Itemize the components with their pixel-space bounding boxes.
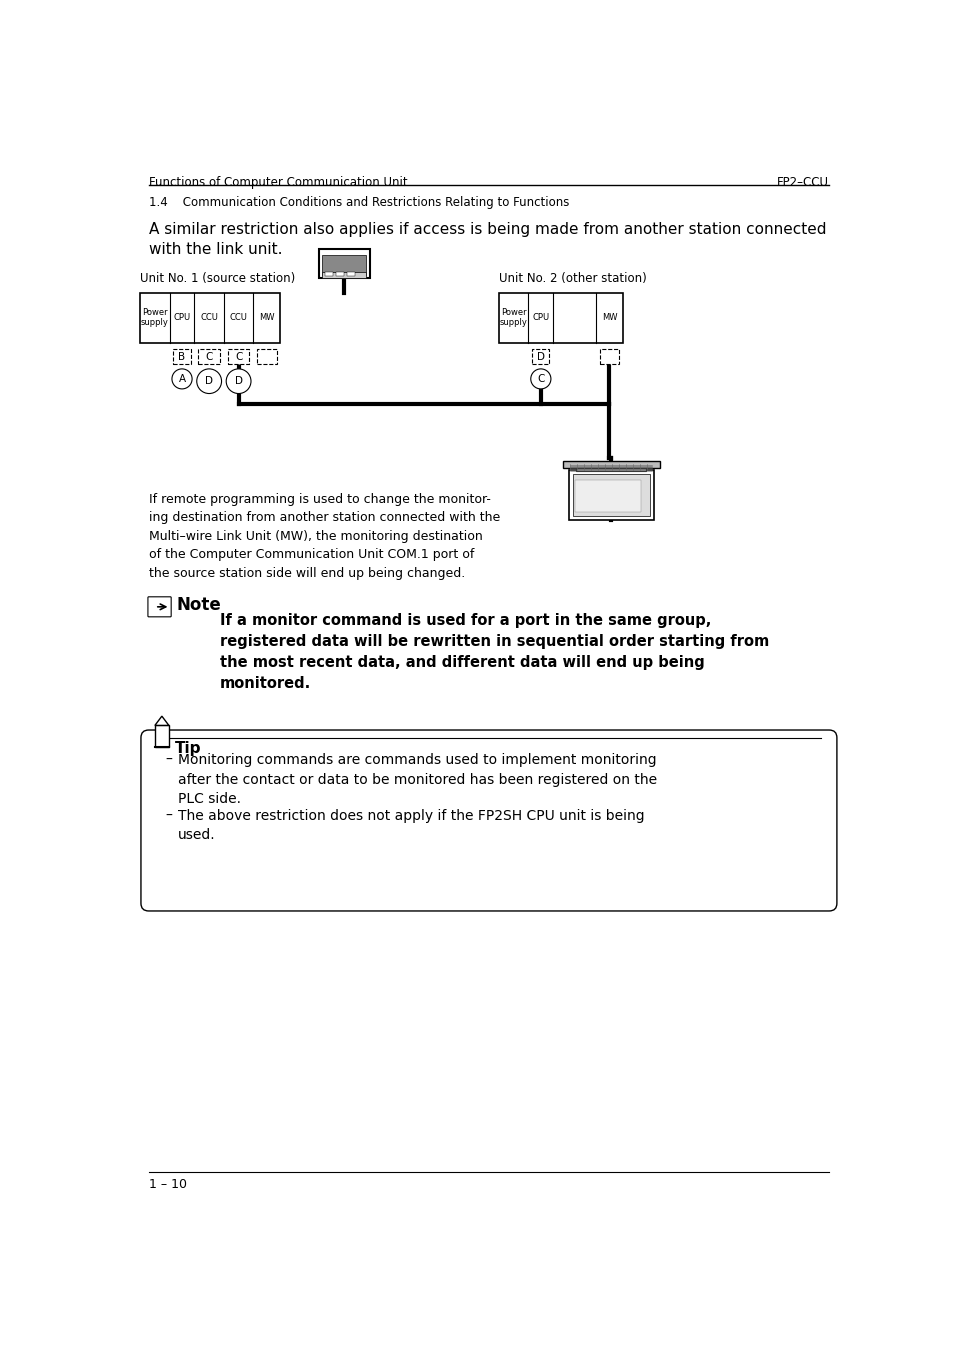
Text: C: C	[205, 352, 213, 361]
FancyBboxPatch shape	[148, 597, 171, 617]
Text: A: A	[178, 373, 186, 384]
Text: The above restriction does not apply if the FP2SH CPU unit is being
used.: The above restriction does not apply if …	[178, 809, 644, 842]
Bar	[599, 349, 618, 364]
Text: Monitoring commands are commands used to implement monitoring
after the contact : Monitoring commands are commands used to…	[178, 754, 657, 806]
Bar	[322, 255, 366, 275]
Bar	[572, 473, 649, 516]
Bar	[198, 349, 220, 364]
Bar	[498, 293, 622, 342]
Text: C: C	[234, 352, 242, 361]
Text: A similar restriction also applies if access is being made from another station : A similar restriction also applies if ac…	[149, 222, 825, 256]
Text: FP2–CCU: FP2–CCU	[777, 175, 828, 189]
Text: Unit No. 1 (source station): Unit No. 1 (source station)	[140, 272, 295, 284]
Text: D: D	[205, 376, 213, 387]
Text: Power
supply: Power supply	[141, 307, 169, 328]
Text: CCU: CCU	[200, 313, 218, 322]
Bar	[532, 349, 549, 364]
Text: If remote programming is used to change the monitor-
ing destination from anothe: If remote programming is used to change …	[149, 493, 499, 580]
Circle shape	[172, 369, 192, 390]
Text: C: C	[537, 373, 544, 384]
Text: –: –	[166, 754, 172, 767]
Text: If a monitor command is used for a port in the same group,
registered data will : If a monitor command is used for a port …	[220, 613, 768, 692]
Polygon shape	[154, 716, 169, 725]
Bar	[322, 272, 366, 278]
Text: D: D	[537, 352, 544, 361]
Bar	[575, 480, 640, 512]
Bar	[228, 349, 249, 364]
Bar	[154, 725, 169, 747]
Text: CCU: CCU	[230, 313, 247, 322]
Bar	[325, 272, 333, 276]
Bar	[173, 349, 191, 364]
Bar	[562, 461, 659, 468]
Text: 1 – 10: 1 – 10	[149, 1178, 187, 1192]
Bar	[335, 272, 344, 276]
Text: B: B	[178, 352, 186, 361]
Text: Unit No. 2 (other station): Unit No. 2 (other station)	[498, 272, 646, 284]
Text: 1.4    Communication Conditions and Restrictions Relating to Functions: 1.4 Communication Conditions and Restric…	[149, 197, 569, 209]
Text: CPU: CPU	[173, 313, 191, 322]
Bar	[576, 466, 645, 472]
Bar	[140, 293, 280, 342]
FancyBboxPatch shape	[141, 731, 836, 911]
Text: MW: MW	[259, 313, 274, 322]
Text: Note: Note	[176, 596, 221, 615]
Text: CPU: CPU	[532, 313, 549, 322]
Text: D: D	[234, 376, 242, 387]
Circle shape	[530, 369, 550, 390]
Text: –: –	[166, 809, 172, 822]
Text: Functions of Computer Communication Unit: Functions of Computer Communication Unit	[149, 175, 407, 189]
Bar	[257, 349, 276, 364]
Text: Power
supply: Power supply	[499, 307, 527, 328]
Text: Tip: Tip	[174, 741, 201, 756]
Text: MW: MW	[601, 313, 617, 322]
Circle shape	[226, 369, 251, 394]
Bar	[568, 469, 654, 520]
Bar	[347, 272, 355, 276]
Bar	[319, 249, 369, 278]
Circle shape	[196, 369, 221, 394]
